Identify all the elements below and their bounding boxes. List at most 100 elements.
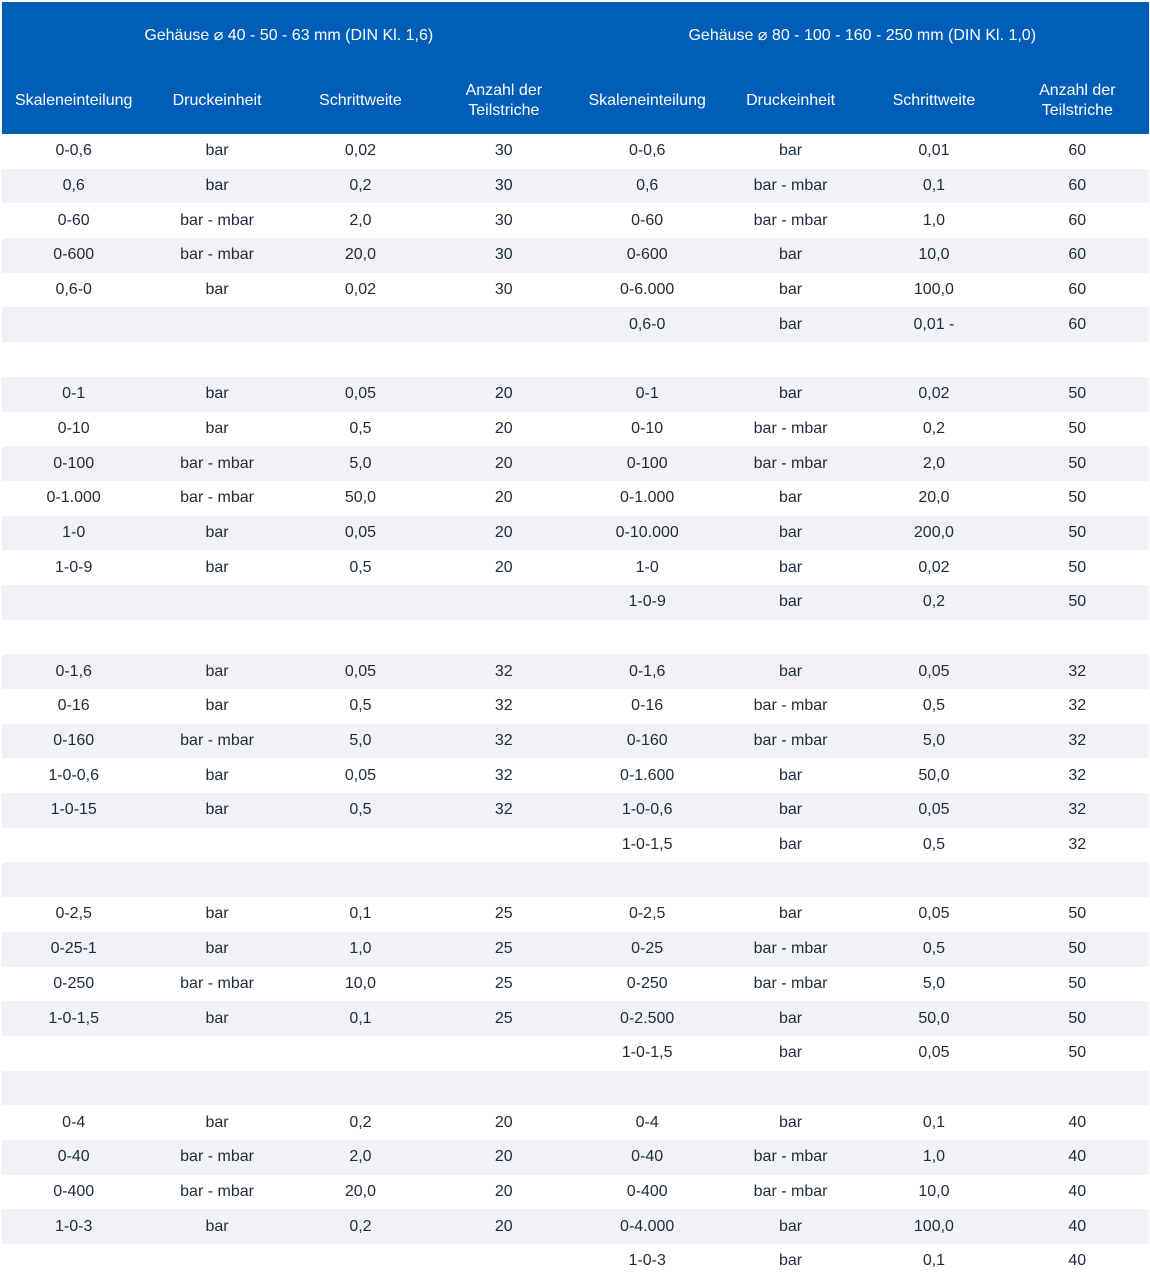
table-row: 0-10 bar 0,5 20 0-10 bar - mbar 0,2 50 <box>2 411 1149 447</box>
cell-pressure-unit-left: bar - mbar <box>145 446 289 481</box>
cell-step-size-right: 0,01 <box>862 134 1006 169</box>
cell-tick-count-left: 20 <box>432 411 576 447</box>
cell-pressure-unit-left: bar - mbar <box>145 480 289 516</box>
cell-scale-range-left <box>2 1035 146 1071</box>
cell-step-size-left <box>288 1035 433 1071</box>
cell-pressure-unit-left: bar - mbar <box>145 203 289 239</box>
cell-step-size-right: 0,2 <box>862 411 1006 447</box>
cell-scale-range-left: 1-0-15 <box>2 793 146 828</box>
cell-pressure-unit-right: bar - mbar <box>718 1139 863 1175</box>
table-row: 0-160 bar - mbar 5,0 32 0-160 bar - mbar 5,0 32 <box>2 723 1149 759</box>
column-header-step-size-left: Schrittweite <box>288 68 433 134</box>
table-row: 1-0-3 bar 0,2 20 0-4.000 bar 100,0 40 <box>2 1209 1149 1244</box>
cell-tick-count-right: 40 <box>1005 1209 1149 1244</box>
cell-scale-range-right: 0-2.500 <box>575 1001 719 1036</box>
cell-pressure-unit-right: bar - mbar <box>718 203 863 239</box>
cell-scale-range-right: 0-2,5 <box>575 897 719 932</box>
cell-pressure-unit-right: bar <box>718 897 863 932</box>
table-row: 0-400 bar - mbar 20,0 20 0-400 bar - mbar 10,0… <box>2 1174 1149 1210</box>
cell-pressure-unit-right: bar <box>718 827 863 863</box>
group-header-row: Gehäuse ⌀ 40 - 50 - 63 mm (DIN Kl. 1,6) … <box>2 2 1149 68</box>
cell-pressure-unit-right: bar <box>718 1105 863 1140</box>
table-row: 1-0-1,5 bar 0,5 32 <box>2 827 1149 863</box>
table-row: 0-4 bar 0,2 20 0-4 bar 0,1 40 <box>2 1105 1149 1140</box>
cell-step-size-right: 0,2 <box>862 584 1006 620</box>
cell-step-size-left: 5,0 <box>288 723 433 759</box>
table-row: 1-0-0,6 bar 0,05 32 0-1.600 bar 50,0 32 <box>2 758 1149 794</box>
cell-scale-range-left: 0-600 <box>2 238 146 273</box>
cell-tick-count-left: 25 <box>432 966 576 1002</box>
table-row: 0-1.000 bar - mbar 50,0 20 0-1.000 bar 20,0 50 <box>2 480 1149 516</box>
cell-step-size-right: 2,0 <box>862 446 1006 481</box>
cell-pressure-unit-left: bar <box>145 758 289 794</box>
cell-step-size-right: 0,02 <box>862 376 1006 412</box>
table-row: 0-25-1 bar 1,0 25 0-25 bar - mbar 0,5 50 <box>2 931 1149 967</box>
cell-tick-count-left: 20 <box>432 1174 576 1210</box>
column-header-scale-range-right: Skaleneinteilung <box>575 68 719 134</box>
cell-tick-count-left <box>432 584 576 620</box>
cell-scale-range-left <box>2 1070 146 1106</box>
cell-tick-count-left: 30 <box>432 134 576 169</box>
cell-tick-count-right: 32 <box>1005 758 1149 794</box>
cell-pressure-unit-left: bar <box>145 793 289 828</box>
cell-scale-range-left <box>2 1244 146 1279</box>
cell-pressure-unit-left <box>145 1070 289 1106</box>
cell-tick-count-left: 20 <box>432 1209 576 1244</box>
cell-pressure-unit-left: bar - mbar <box>145 1174 289 1210</box>
cell-step-size-left: 0,5 <box>288 411 433 447</box>
cell-pressure-unit-right: bar <box>718 1209 863 1244</box>
table-row: 1-0-9 bar 0,5 20 1-0 bar 0,02 50 <box>2 550 1149 585</box>
cell-scale-range-left: 1-0-0,6 <box>2 758 146 794</box>
cell-scale-range-left <box>2 619 146 655</box>
cell-tick-count-left: 25 <box>432 897 576 932</box>
cell-pressure-unit-right: bar <box>718 584 863 620</box>
cell-step-size-right: 0,02 <box>862 550 1006 585</box>
table-row: 0-60 bar - mbar 2,0 30 0-60 bar - mbar 1,0 60 <box>2 203 1149 239</box>
cell-scale-range-right: 0,6 <box>575 168 719 204</box>
column-header-tick-count-left: Anzahl der Teilstriche <box>432 68 576 134</box>
cell-step-size-left: 20,0 <box>288 238 433 273</box>
group-header-large-housing: Gehäuse ⌀ 80 - 100 - 160 - 250 mm (DIN K… <box>575 2 1149 68</box>
cell-tick-count-left: 20 <box>432 550 576 585</box>
cell-pressure-unit-right <box>718 342 863 377</box>
cell-scale-range-right: 1-0-1,5 <box>575 1035 719 1071</box>
cell-tick-count-left: 32 <box>432 758 576 794</box>
table-row <box>2 1070 1149 1106</box>
cell-step-size-left: 20,0 <box>288 1174 433 1210</box>
cell-tick-count-left <box>432 1035 576 1071</box>
cell-step-size-right <box>862 342 1006 377</box>
cell-scale-range-left: 0-1.000 <box>2 480 146 516</box>
cell-tick-count-left <box>432 619 576 655</box>
cell-step-size-left: 50,0 <box>288 480 433 516</box>
cell-pressure-unit-left <box>145 307 289 343</box>
cell-tick-count-left: 30 <box>432 272 576 308</box>
cell-pressure-unit-left: bar <box>145 1209 289 1244</box>
cell-scale-range-right: 0-1.600 <box>575 758 719 794</box>
cell-step-size-right: 100,0 <box>862 272 1006 308</box>
cell-pressure-unit-left: bar <box>145 931 289 967</box>
cell-pressure-unit-right: bar <box>718 376 863 412</box>
cell-scale-range-left: 0-1 <box>2 376 146 412</box>
cell-scale-range-right: 0-100 <box>575 446 719 481</box>
table-row: 1-0-1,5 bar 0,05 50 <box>2 1035 1149 1071</box>
cell-pressure-unit-left: bar <box>145 515 289 551</box>
cell-pressure-unit-right: bar <box>718 758 863 794</box>
cell-tick-count-left: 32 <box>432 654 576 689</box>
cell-step-size-left <box>288 1070 433 1106</box>
cell-tick-count-left <box>432 1244 576 1279</box>
cell-step-size-right: 1,0 <box>862 1139 1006 1175</box>
cell-tick-count-right: 32 <box>1005 654 1149 689</box>
cell-tick-count-right <box>1005 619 1149 655</box>
cell-step-size-right: 0,5 <box>862 931 1006 967</box>
column-header-row: Skaleneinteilung Druckeinheit Schrittweite… <box>2 68 1149 134</box>
cell-step-size-left <box>288 619 433 655</box>
cell-tick-count-right <box>1005 342 1149 377</box>
table-row: 1-0 bar 0,05 20 0-10.000 bar 200,0 50 <box>2 515 1149 551</box>
cell-scale-range-right: 0-16 <box>575 689 719 724</box>
cell-tick-count-right: 32 <box>1005 793 1149 828</box>
cell-scale-range-left: 1-0-3 <box>2 1209 146 1244</box>
cell-pressure-unit-left: bar - mbar <box>145 238 289 273</box>
table-body: 0-0,6 bar 0,02 30 0-0,6 bar 0,01 60 0,6 bar 0,2 30 0… <box>2 134 1149 1279</box>
cell-scale-range-right: 0-10 <box>575 411 719 447</box>
cell-scale-range-right <box>575 342 719 377</box>
